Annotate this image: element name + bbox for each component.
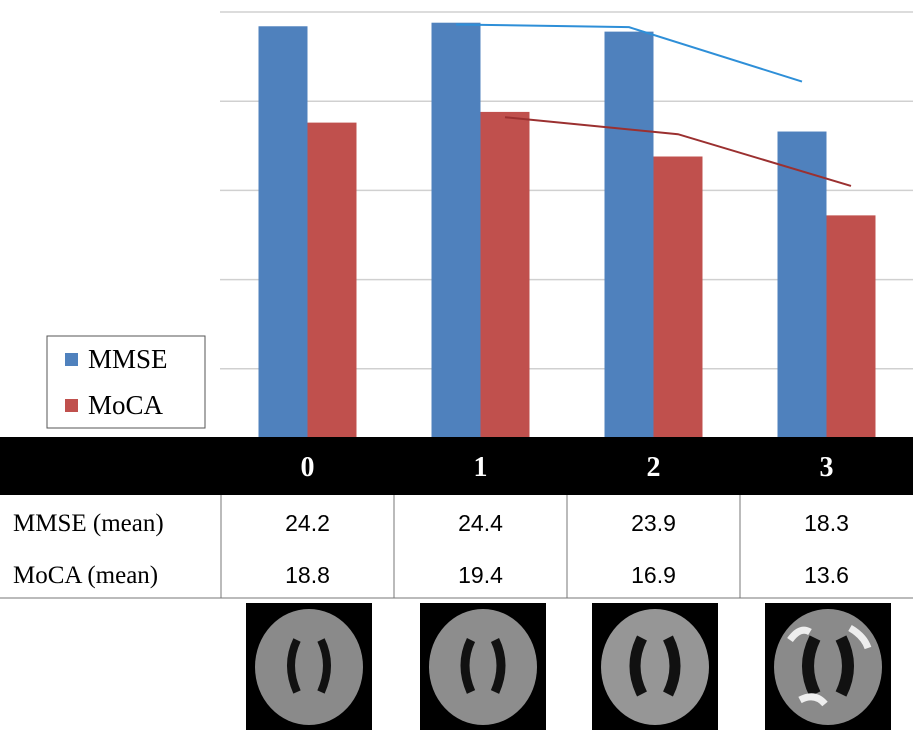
- bar: [259, 26, 308, 458]
- column-header: 3: [820, 452, 834, 483]
- brain-image: [774, 609, 882, 725]
- bar: [654, 157, 703, 458]
- legend-swatch: [65, 399, 78, 412]
- brain-image: [255, 609, 363, 725]
- cell-value: 19.4: [458, 562, 503, 588]
- legend-swatch: [65, 353, 78, 366]
- brain-image: [429, 609, 537, 725]
- column-header: 1: [474, 452, 488, 483]
- legend-label: MMSE: [88, 344, 168, 374]
- brain-image: [601, 609, 709, 725]
- plot-area: [220, 12, 913, 458]
- column-header: 2: [647, 452, 661, 483]
- bar: [605, 32, 654, 458]
- legend: MMSE MoCA: [47, 336, 205, 428]
- bar: [827, 215, 876, 458]
- bar: [308, 123, 357, 458]
- bar: [481, 112, 530, 458]
- column-header: 0: [301, 452, 315, 483]
- figure: MMSE MoCA 0 1 2 3 MMSE (mean) 24.2 24.4 23.9 18.3…: [0, 0, 913, 733]
- table-header: [0, 437, 913, 495]
- cell-value: 13.6: [804, 562, 849, 588]
- row-label: MMSE (mean): [13, 510, 164, 537]
- cell-value: 16.9: [631, 562, 676, 588]
- cell-value: 18.8: [285, 562, 330, 588]
- cell-value: 18.3: [804, 510, 849, 536]
- cell-value: 24.4: [458, 510, 503, 536]
- row-label: MoCA (mean): [13, 562, 158, 589]
- bar: [432, 23, 481, 458]
- cell-value: 23.9: [631, 510, 676, 536]
- bar: [778, 132, 827, 458]
- brain-images: [246, 603, 891, 730]
- cell-value: 24.2: [285, 510, 330, 536]
- table: 0 1 2 3 MMSE (mean) 24.2 24.4 23.9 18.3 MoCA (mea…: [0, 437, 913, 730]
- legend-label: MoCA: [88, 390, 164, 420]
